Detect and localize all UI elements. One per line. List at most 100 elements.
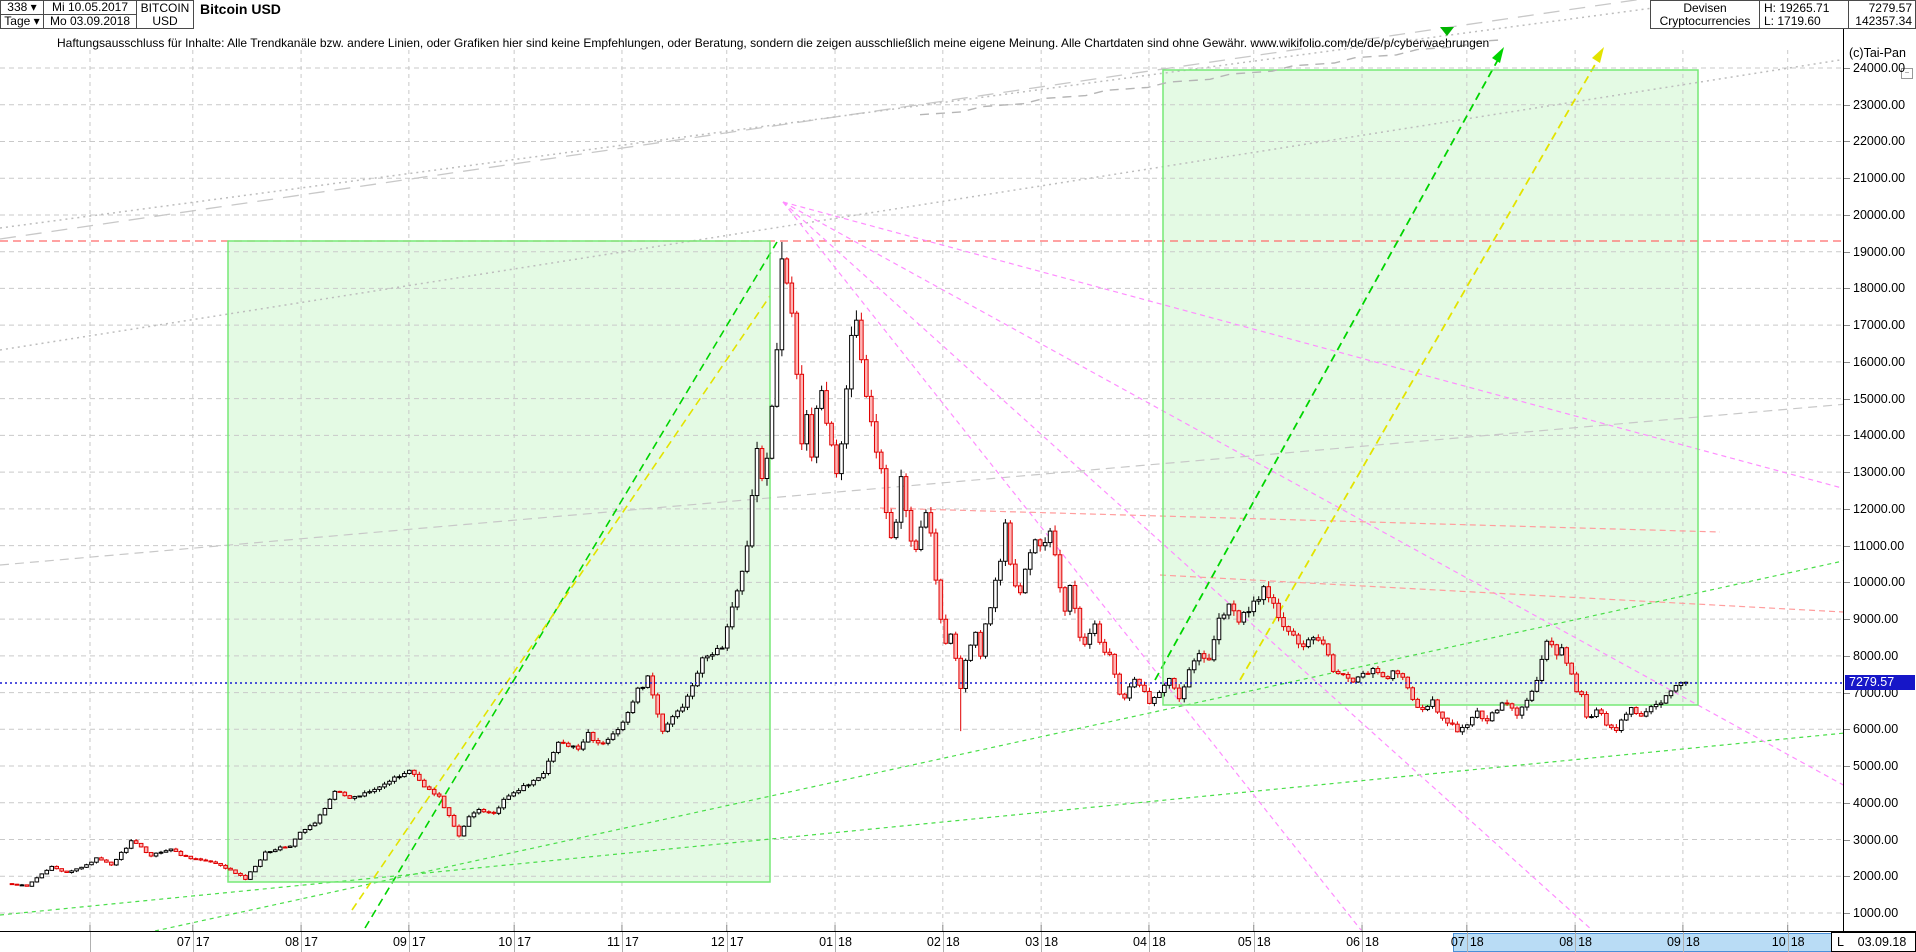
candle	[878, 449, 884, 474]
trend-channel-box	[1163, 70, 1698, 705]
candle	[1445, 717, 1450, 727]
y-axis-tick	[1844, 68, 1850, 69]
x-axis-month-label: 11	[606, 935, 620, 949]
candle	[546, 758, 551, 776]
candle	[1167, 677, 1172, 689]
candle	[1042, 537, 1048, 551]
trend-line	[0, 397, 1916, 566]
candle	[1415, 697, 1420, 709]
candle	[963, 658, 968, 693]
minimize-icon[interactable]: −	[1901, 68, 1913, 79]
candle	[1032, 538, 1038, 554]
trend-line	[782, 201, 1362, 931]
candle	[238, 872, 243, 877]
disclaimer-text: Haftungsausschluss für Inhalte: Alle Tre…	[57, 36, 1490, 50]
y-axis-tick	[1844, 361, 1850, 363]
date-to-field[interactable]: Mo 03.09.2018	[43, 14, 137, 29]
candle	[923, 509, 929, 529]
candle	[1082, 633, 1088, 647]
candle	[426, 785, 432, 791]
candle	[94, 857, 99, 864]
candle	[44, 869, 50, 875]
candle	[819, 385, 824, 411]
candle	[1186, 667, 1192, 688]
candle	[332, 790, 338, 801]
candle	[526, 783, 531, 789]
y-axis-tick	[1844, 251, 1850, 253]
candle	[1291, 628, 1296, 637]
candle	[1256, 596, 1262, 605]
period-unit-dropdown[interactable]: Tage ▾	[0, 14, 44, 29]
indicator-step-line	[919, 39, 1501, 116]
candle	[1286, 625, 1291, 636]
candle	[1455, 721, 1460, 733]
y-axis-label: 14000.00	[1853, 428, 1906, 443]
candle	[233, 869, 238, 874]
chevron-down-icon: ▾	[30, 0, 37, 14]
candle	[1465, 724, 1470, 730]
y-axis-label: 2000.00	[1853, 869, 1899, 884]
x-axis-divider	[514, 932, 516, 952]
candle	[198, 857, 204, 862]
candle	[1122, 692, 1127, 701]
trend-line	[1154, 55, 1501, 681]
candle	[640, 686, 646, 691]
y-axis-label: 4000.00	[1853, 795, 1899, 810]
candle	[888, 508, 894, 540]
candle	[49, 865, 55, 871]
candle	[1152, 696, 1157, 707]
y-axis-tick	[1844, 692, 1850, 694]
trend-line	[1239, 55, 1601, 681]
candle	[412, 769, 417, 777]
candle	[521, 782, 526, 792]
x-axis-month-label: 02	[926, 935, 941, 949]
date-from-field[interactable]: Mi 10.05.2017	[43, 0, 137, 15]
candle	[109, 861, 114, 867]
candle	[685, 693, 690, 711]
y-axis-label: 20000.00	[1853, 207, 1906, 222]
x-axis-divider	[1787, 932, 1789, 952]
chevron-down-icon: ▾	[33, 14, 40, 28]
candle	[292, 838, 298, 848]
y-axis: (c)Tai-Pan − 7279.57 24000.00 23000.00 220…	[1843, 28, 1916, 931]
price-value-box: 7279.57 142357.34	[1848, 0, 1916, 29]
candle	[595, 737, 601, 746]
candle	[1276, 598, 1281, 622]
candle	[829, 421, 834, 447]
candle	[317, 813, 323, 825]
high-low-box: H: 19265.71 L: 1719.60	[1759, 0, 1849, 29]
trend-line	[351, 295, 771, 911]
x-axis-month-label: 03	[1025, 935, 1040, 949]
x-axis-divider	[1253, 932, 1255, 952]
x-axis-divider	[621, 932, 623, 952]
candle	[1325, 643, 1331, 657]
candle	[928, 507, 934, 537]
candle	[859, 312, 864, 364]
x-axis-year-label: 18	[1685, 935, 1700, 949]
candle	[1107, 648, 1113, 657]
candle	[362, 790, 367, 798]
candle	[610, 731, 616, 741]
candle	[307, 823, 313, 831]
bar-count-dropdown[interactable]: 338 ▾	[0, 0, 44, 15]
candle	[382, 781, 387, 789]
candle	[84, 863, 89, 868]
y-axis-label: 10000.00	[1853, 575, 1906, 590]
candle	[1191, 658, 1197, 674]
candle	[74, 868, 79, 873]
candle	[24, 884, 30, 887]
candle	[903, 473, 909, 518]
candle	[1365, 671, 1371, 676]
candle	[1057, 549, 1063, 593]
candle	[153, 852, 159, 858]
candle	[600, 740, 606, 746]
candle	[436, 792, 442, 798]
candle	[1067, 584, 1073, 616]
candle	[461, 825, 467, 837]
x-axis-divider	[192, 932, 194, 952]
candle	[1658, 700, 1664, 708]
candle	[1008, 520, 1013, 566]
candle	[387, 779, 392, 786]
candle	[138, 842, 144, 848]
